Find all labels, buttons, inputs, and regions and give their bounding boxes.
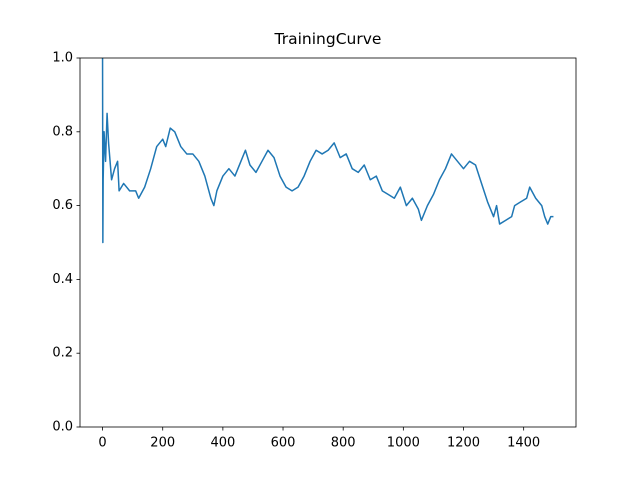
x-tick-label: 600 <box>271 436 296 451</box>
x-tick-label: 1200 <box>447 436 480 451</box>
y-tick-label: 1.0 <box>52 51 73 66</box>
plot-frame <box>79 57 577 428</box>
chart-title: TrainingCurve <box>274 30 382 48</box>
y-tick-label: 0.8 <box>52 124 73 139</box>
y-tick-label: 0.2 <box>52 346 73 361</box>
x-tick-label: 0 <box>98 436 106 451</box>
x-tick-label: 400 <box>210 436 235 451</box>
y-tick-label: 0.0 <box>52 420 73 435</box>
x-tick-label: 800 <box>331 436 356 451</box>
y-tick-label: 0.6 <box>52 198 73 213</box>
x-tick-label: 1400 <box>507 436 540 451</box>
y-tick-label: 0.4 <box>52 272 73 287</box>
data-line <box>101 57 554 244</box>
x-tick-label: 200 <box>150 436 175 451</box>
x-tick-label: 1000 <box>387 436 420 451</box>
